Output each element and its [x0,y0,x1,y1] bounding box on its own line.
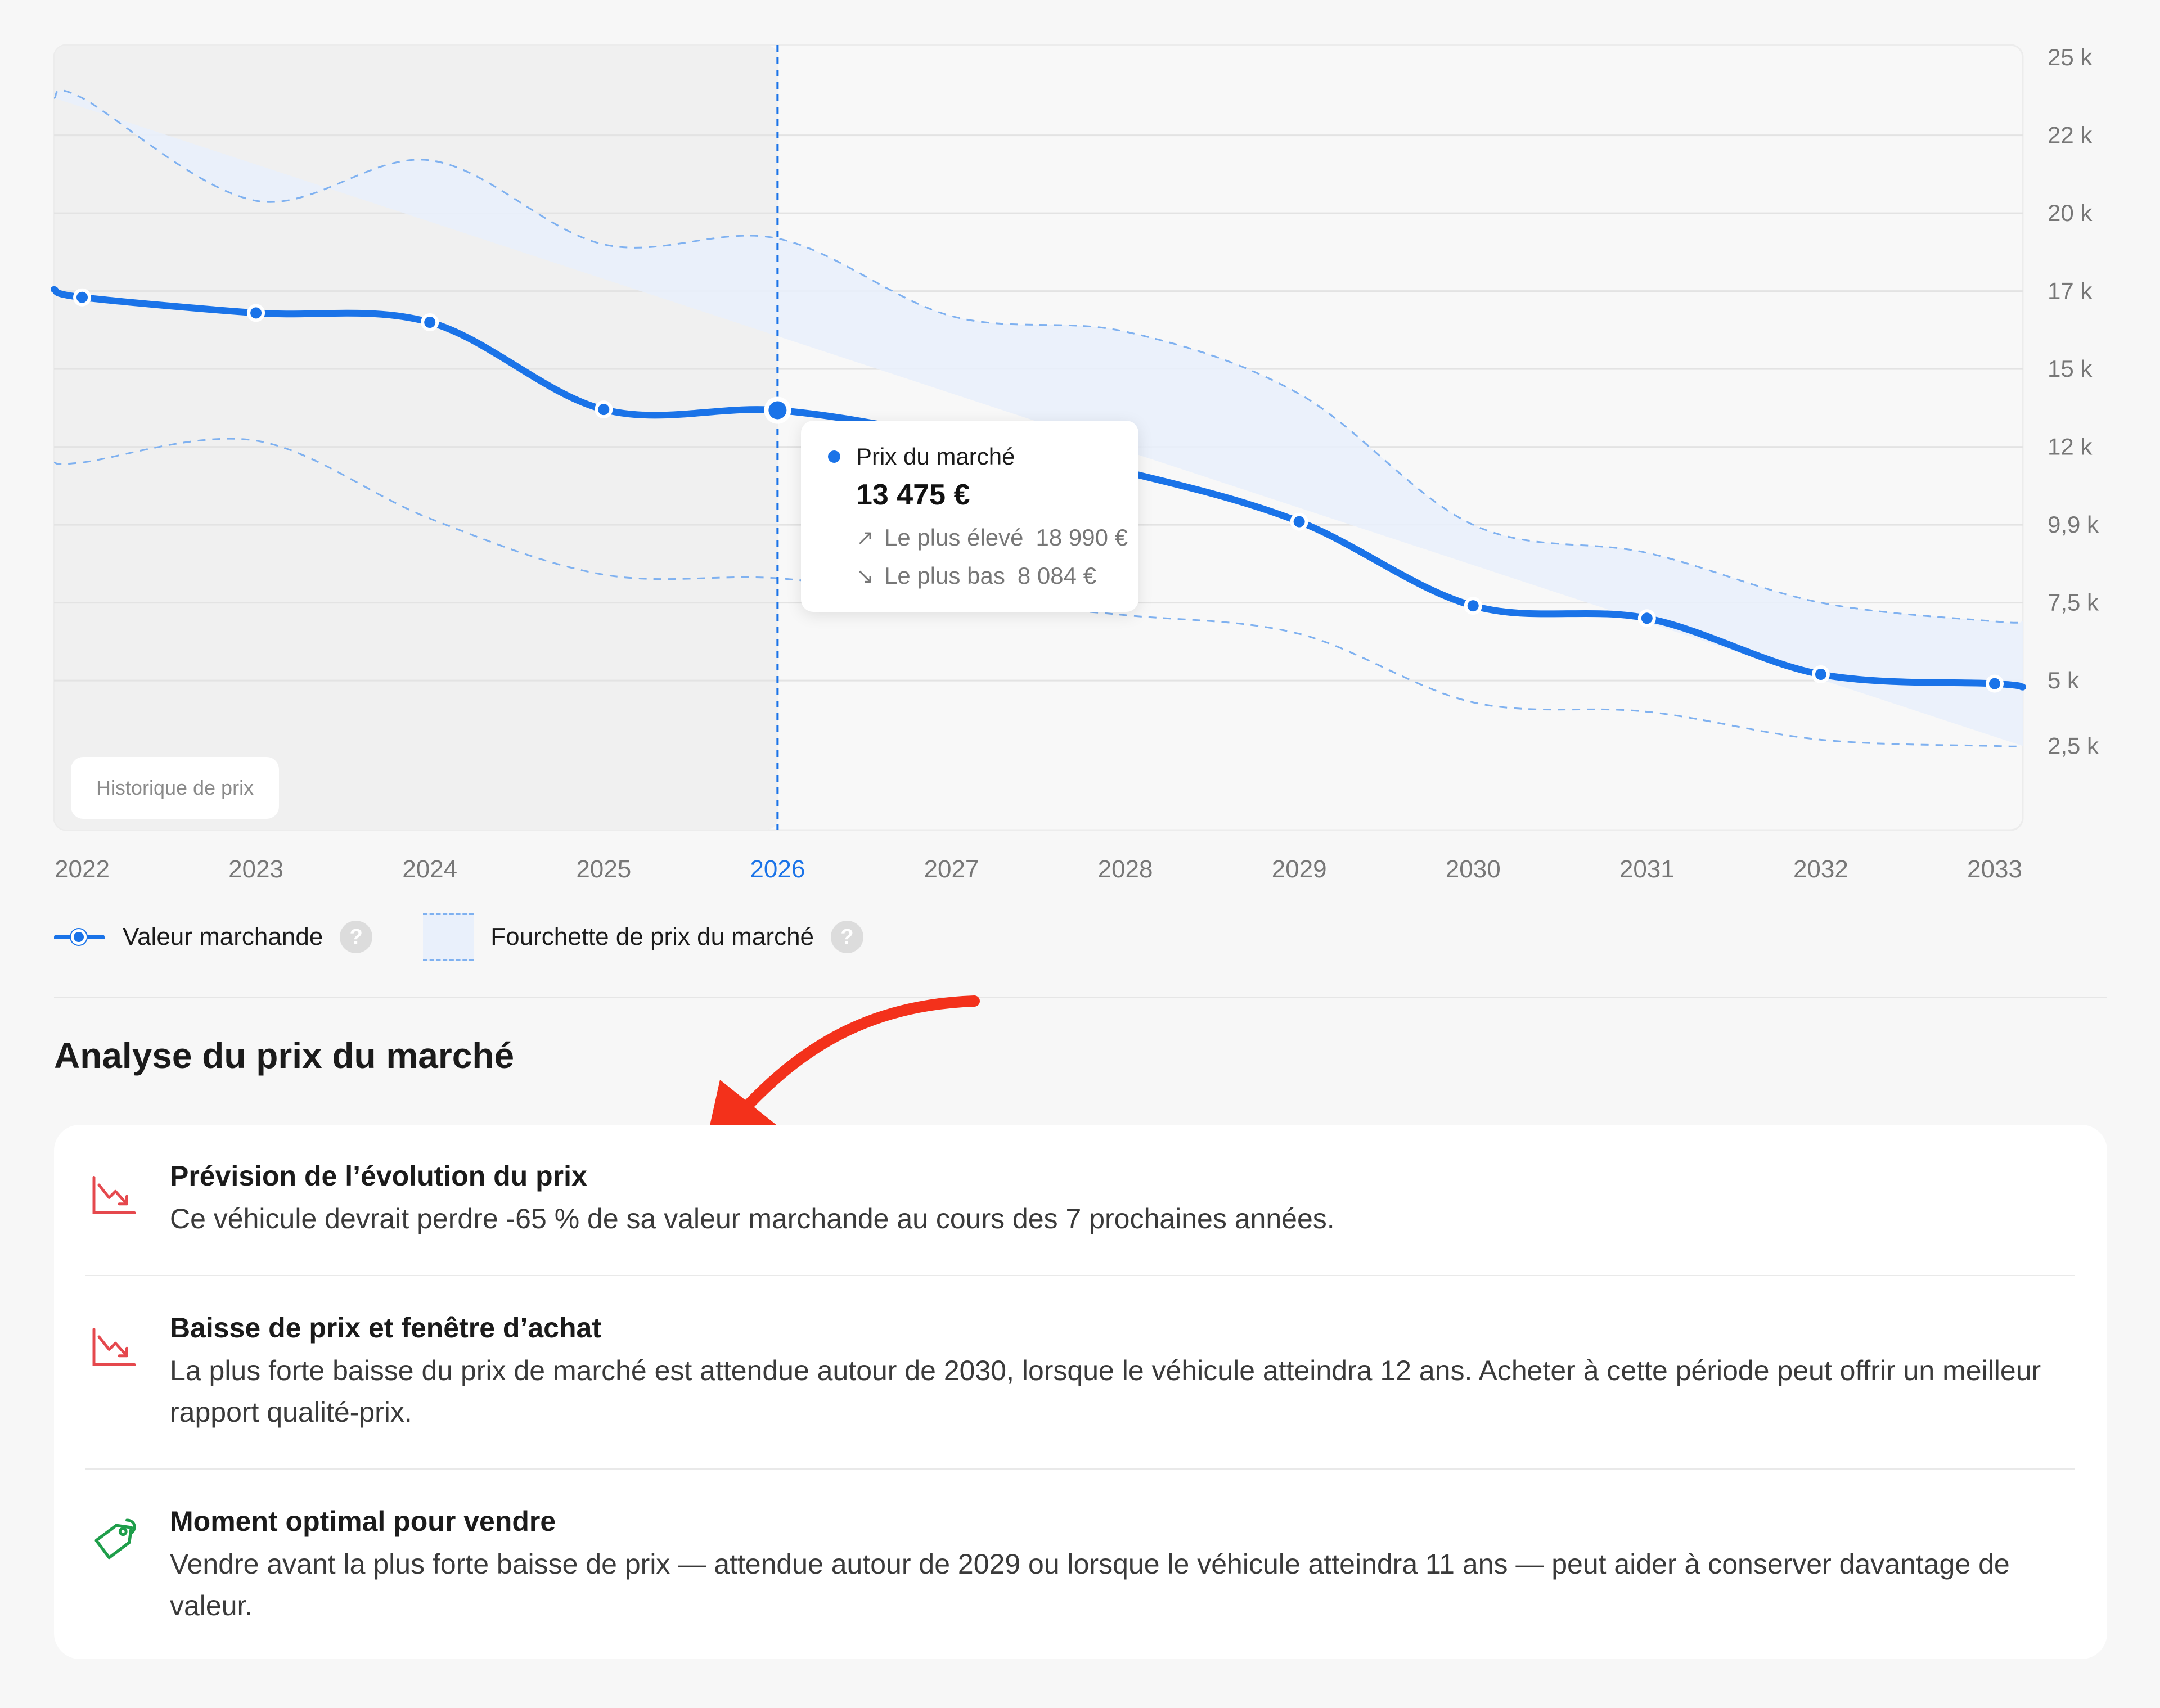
analysis-item-title: Baisse de prix et fenêtre d’achat [170,1312,601,1344]
analysis-title: Analyse du prix du marché [54,1035,515,1076]
tooltip-high-value: 18 990 € [1036,524,1128,551]
y-tick-label: 2,5 k [2048,732,2099,759]
x-tick-label: 2033 [1967,855,2022,883]
x-tick-label: 2030 [1446,855,1501,883]
analysis-item-text: Ce véhicule devrait perdre -65 % de sa v… [170,1203,1335,1234]
data-point [1467,600,1479,612]
y-tick-label: 17 k [2048,278,2092,304]
data-point [250,307,262,319]
data-point [1641,612,1653,624]
legend-line-swatch [54,929,105,945]
y-tick-label: 25 k [2048,44,2092,70]
analysis-item-title: Moment optimal pour vendre [170,1506,556,1537]
data-point [424,317,436,328]
x-tick-label: 2025 [576,855,631,883]
tooltip-high-label: Le plus élevé [884,524,1024,551]
y-tick-label: 5 k [2048,667,2080,693]
analysis-item-title: Prévision de l’évolution du prix [170,1160,587,1192]
data-point [1293,516,1305,528]
analysis-item-text: Vendre avant la plus forte baisse de pri… [170,1548,2010,1621]
trend-down-icon [92,1328,136,1366]
x-tick-label: 2023 [228,855,284,883]
chart-tooltip: Prix du marché 13 475 € ↗ Le plus élevé … [801,421,1138,612]
help-icon[interactable]: ? [340,921,373,953]
tooltip-title: Prix du marché [856,443,1015,470]
arrow-up-right-icon: ↗ [856,526,874,550]
legend-market-value: Valeur marchande [123,923,323,950]
tooltip-low-value: 8 084 € [1017,562,1096,589]
x-tick-label: 2028 [1098,855,1153,883]
help-icon[interactable]: ? [831,921,864,953]
price-range-band [54,90,2023,746]
legend-price-range: Fourchette de prix du marché [490,923,814,950]
price-tag-icon [94,1518,136,1560]
analysis-card: Prévision de l’évolution du prix Ce véhi… [54,1125,2107,1659]
chart-legend: Valeur marchande ? Fourchette de prix du… [54,907,864,967]
data-point [768,401,787,420]
tooltip-value: 13 475 € [856,479,970,511]
y-tick-label: 9,9 k [2048,511,2099,538]
y-tick-label: 12 k [2048,434,2092,460]
x-tick-label: 2032 [1793,855,1848,883]
y-tick-label: 7,5 k [2048,589,2099,616]
data-point [76,291,88,303]
chart-svg: 25 k 22 k 20 k 17 k 15 k 12 k 9,9 k 7,5 k 5 k 2,5… [51,44,2099,883]
data-point [1989,678,2000,689]
data-point [1815,669,1826,681]
item-separator [86,1468,2074,1470]
history-area [55,46,778,830]
x-tick-label: 2031 [1619,855,1675,883]
tooltip-low-label: Le plus bas [884,562,1005,589]
legend-range-swatch [423,913,474,961]
y-tick-label: 15 k [2048,355,2092,382]
x-tick-label: 2026 [750,855,805,883]
x-tick-label: 2022 [55,855,110,883]
item-separator [86,1275,2074,1276]
trend-down-icon [92,1176,136,1214]
x-tick-label: 2024 [402,855,457,883]
range-upper-line [53,89,2023,624]
tooltip-dot [828,450,840,463]
history-label: Historique de prix [71,757,279,819]
section-divider [54,997,2107,998]
data-point [598,404,610,416]
price-chart: 25 k 22 k 20 k 17 k 15 k 12 k 9,9 k 7,5 k 5 k 2,5… [51,44,2099,883]
y-tick-label: 20 k [2048,200,2092,226]
y-tick-label: 22 k [2048,122,2092,148]
arrow-down-right-icon: ↘ [856,564,874,588]
x-tick-label: 2027 [924,855,979,883]
analysis-item-text: La plus forte baisse du prix de marché e… [170,1355,2041,1428]
x-tick-label: 2029 [1272,855,1327,883]
